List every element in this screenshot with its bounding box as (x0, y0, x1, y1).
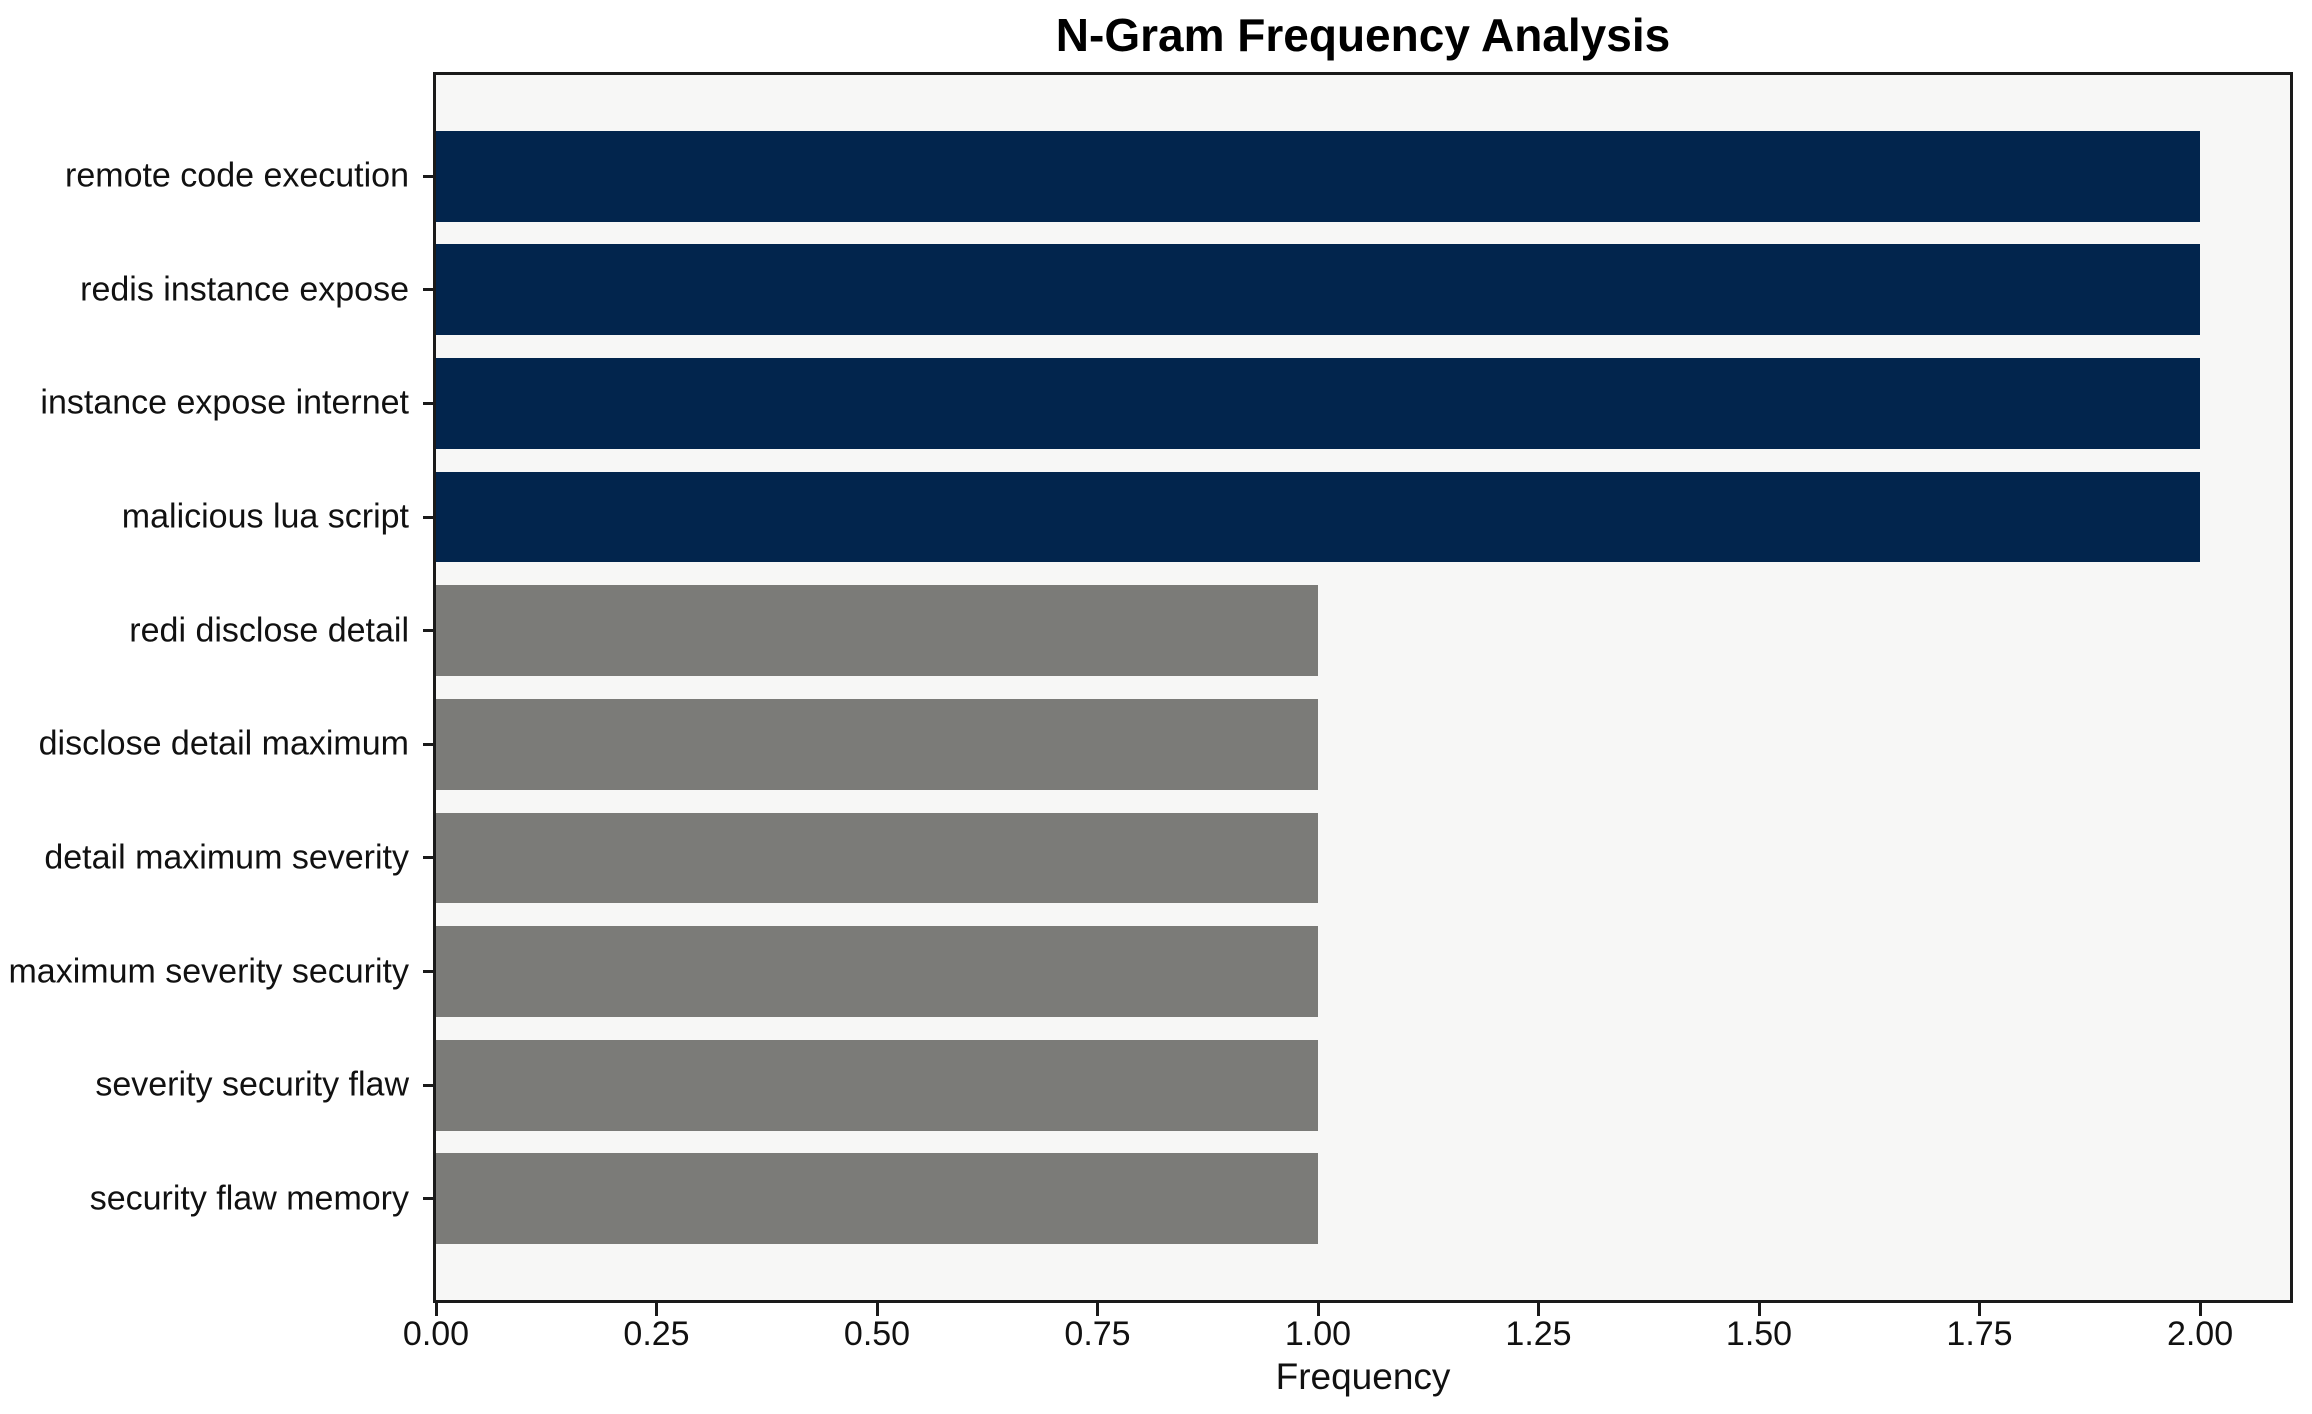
y-tick-label: security flaw memory (89, 1179, 409, 1218)
bar (436, 1039, 1319, 1131)
x-tick-label: 0.75 (1064, 1315, 1131, 1353)
y-tick-mark (423, 629, 433, 633)
bar (436, 471, 2201, 563)
x-tick-label: 2.00 (2166, 1315, 2234, 1353)
x-tick-label: 0.00 (402, 1315, 470, 1353)
x-tick-mark (2198, 1303, 2202, 1316)
y-tick-mark (423, 288, 433, 292)
x-tick-label: 1.75 (1946, 1315, 2013, 1353)
y-tick-label: disclose detail maximum (38, 724, 409, 763)
y-tick-label: redis instance expose (80, 270, 409, 309)
bar (436, 1153, 1319, 1245)
y-tick-label: severity security flaw (95, 1065, 409, 1104)
x-tick-mark (1316, 1303, 1320, 1316)
plot-area (433, 72, 2293, 1303)
bar (436, 698, 1319, 790)
y-tick-mark (423, 1083, 433, 1087)
x-tick-mark (1757, 1303, 1761, 1316)
x-tick-label: 0.50 (843, 1315, 911, 1353)
y-tick-label: redi disclose detail (129, 611, 409, 650)
y-tick-label: remote code execution (65, 156, 409, 195)
x-tick-mark (1537, 1303, 1541, 1316)
bars-container (436, 75, 2290, 1300)
x-tick-mark (655, 1303, 658, 1316)
x-tick-mark (1978, 1303, 1982, 1316)
y-tick-mark (423, 856, 433, 860)
x-tick-mark (875, 1303, 879, 1316)
bar (436, 812, 1319, 904)
y-tick-mark (423, 401, 433, 405)
y-tick-mark (423, 1197, 433, 1201)
x-tick-label: 1.50 (1725, 1315, 1793, 1353)
bar (436, 130, 2201, 222)
x-tick-label: 1.25 (1505, 1315, 1572, 1353)
y-tick-label: instance expose internet (40, 383, 409, 422)
y-tick-mark (423, 515, 433, 519)
bar (436, 585, 1319, 677)
x-tick-label: 1.00 (1284, 1315, 1352, 1353)
bar (436, 926, 1319, 1018)
x-tick-mark (434, 1303, 438, 1316)
x-tick-label: 0.25 (623, 1315, 690, 1353)
bar (436, 244, 2201, 336)
y-tick-label: detail maximum severity (44, 838, 409, 877)
x-tick-mark (1096, 1303, 1099, 1316)
y-tick-mark (423, 742, 433, 746)
y-tick-label: malicious lua script (121, 497, 409, 536)
chart-title: N-Gram Frequency Analysis (1055, 9, 1671, 61)
y-tick-mark (423, 174, 433, 178)
x-axis-label: Frequency (1275, 1356, 1451, 1397)
y-tick-label: maximum severity security (8, 952, 409, 991)
y-tick-mark (423, 970, 433, 974)
bar (436, 357, 2201, 449)
